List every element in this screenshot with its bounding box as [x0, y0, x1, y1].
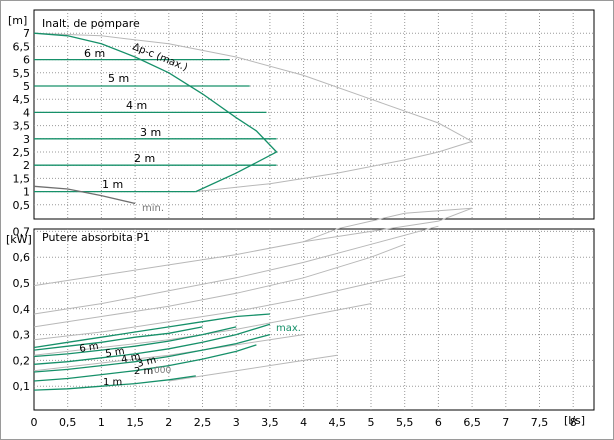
- head-y-tick-label: 5,5: [13, 67, 31, 80]
- power-x-tick-label: 0: [31, 416, 38, 429]
- power-series-reference-line: [33, 334, 304, 372]
- power-x-tick-label: 1: [98, 416, 105, 429]
- head-series: [33, 32, 473, 205]
- head-annotation-3m: 3 m: [140, 126, 161, 139]
- head-y-tick-label: 6,5: [13, 40, 31, 53]
- power-panel-title: Putere absorbita P1: [42, 231, 150, 244]
- power-x-tick-label: 2,5: [194, 416, 212, 429]
- power-annotation-3m: 3 m: [136, 355, 157, 370]
- head-y-tick-label: 6: [23, 54, 30, 67]
- power-annotation-4m: 4 m: [120, 351, 141, 366]
- power-x-tick-label: 5,5: [396, 416, 414, 429]
- head-annotation-1m: 1 m: [102, 178, 123, 191]
- head-y-tick-label: 1,5: [13, 172, 31, 185]
- power-x-tick-label: 5: [368, 416, 375, 429]
- power-y-axis-label: [kW]: [6, 233, 32, 246]
- head-annotation-2m: 2 m: [134, 152, 155, 165]
- power-series-max-line: [33, 313, 270, 349]
- power-annotation-min: 000: [154, 366, 171, 376]
- power-x-tick-label: 8: [570, 416, 577, 429]
- head-y-tick-label: 2,5: [13, 146, 31, 159]
- power-x-tick-label: 6: [435, 416, 442, 429]
- head-y-tick-label: 2: [23, 159, 30, 172]
- power-y-tick-label: 0,6: [13, 251, 31, 264]
- head-panel: 0,511,522,533,544,555,566,57 [m] Inalt. …: [8, 9, 595, 220]
- power-annotation-2m: 2 m: [134, 366, 153, 377]
- power-annotation-1m: 1 m: [103, 377, 122, 388]
- head-y-tick-label: 0,5: [13, 199, 31, 212]
- power-y-tick-labels: 0,1 0,2 0,3 0,4 0,5 0,6 0,7: [13, 225, 31, 393]
- power-x-tick-label: 0,5: [59, 416, 77, 429]
- power-series: [33, 207, 473, 391]
- power-annotations: 6 m 5 m 4 m 3 m 2 m 1 m max. 000: [79, 323, 301, 388]
- head-y-tick-label: 3: [23, 133, 30, 146]
- head-series-p-c-max-line: [33, 32, 278, 193]
- power-y-tick-label: 0,5: [13, 277, 31, 290]
- head-y-tick-label: 4,5: [13, 93, 31, 106]
- head-panel-title: Inalt. de pompare: [42, 17, 140, 30]
- power-x-tick-label: 2: [165, 416, 172, 429]
- power-series-reference-line: [168, 354, 338, 382]
- power-y-tick-label: 0,4: [13, 303, 31, 316]
- power-panel: 0,1 0,2 0,3 0,4 0,5 0,6 0,7 0 0,5 1 1,5 2 2,5 3 3,5 4 4…: [6, 207, 595, 429]
- head-y-axis-label: [m]: [8, 14, 27, 27]
- head-series-min-line: [33, 185, 136, 205]
- power-x-tick-label: 4: [300, 416, 307, 429]
- power-annotation-max: max.: [276, 323, 301, 334]
- power-series-reference-line: [33, 274, 405, 341]
- power-x-tick-label: 7,5: [531, 416, 549, 429]
- head-annotation-4m: 4 m: [126, 99, 147, 112]
- head-y-tick-label: 3,5: [13, 120, 31, 133]
- power-x-tick-label: 7: [502, 416, 509, 429]
- power-series-4-m-line: [33, 323, 271, 365]
- head-annotation-6m: 6 m: [84, 47, 105, 60]
- power-x-tick-label: 3,5: [261, 416, 279, 429]
- power-x-tick-label: 1,5: [126, 416, 144, 429]
- power-x-tick-label: 3: [233, 416, 240, 429]
- power-series-1-m-line: [33, 375, 196, 391]
- power-y-tick-label: 0,1: [13, 380, 31, 393]
- power-series-reference-line: [33, 243, 405, 328]
- head-series-reference-line: [195, 140, 473, 193]
- power-series-reference-line: [303, 207, 473, 243]
- head-y-tick-label: 4: [23, 106, 30, 119]
- power-series-6-m-line: [33, 326, 203, 351]
- head-y-tick-label: 7: [23, 27, 30, 40]
- head-annotation-5m: 5 m: [108, 72, 129, 85]
- power-x-tick-label: 4,5: [329, 416, 347, 429]
- power-y-tick-label: 0,7: [13, 225, 31, 238]
- power-series-reference-line: [33, 225, 439, 315]
- power-x-tick-label: 6,5: [463, 416, 481, 429]
- power-series-3-m-line: [33, 333, 271, 373]
- power-x-axis-label: [l/s]: [564, 414, 585, 427]
- power-series-5-m-line: [33, 326, 237, 358]
- power-annotation-6m: 6 m: [79, 341, 100, 355]
- power-x-tick-labels: 0 0,5 1 1,5 2 2,5 3 3,5 4 4,5 5 5,5 6 6,5 7 7,5 8: [31, 416, 577, 429]
- power-y-tick-label: 0,2: [13, 354, 31, 367]
- head-y-tick-labels: 0,511,522,533,544,555,566,57: [13, 27, 31, 212]
- head-series-reference-line: [33, 32, 473, 142]
- head-y-tick-label: 1: [23, 186, 30, 199]
- power-annotation-5m: 5 m: [105, 346, 126, 360]
- power-series-2-m-line: [33, 344, 257, 382]
- head-annotation-min: min.: [142, 203, 164, 214]
- power-series-reference-line: [33, 207, 473, 287]
- head-y-tick-label: 5: [23, 80, 30, 93]
- head-panel-frame: [33, 9, 595, 220]
- power-y-tick-label: 0,3: [13, 329, 31, 342]
